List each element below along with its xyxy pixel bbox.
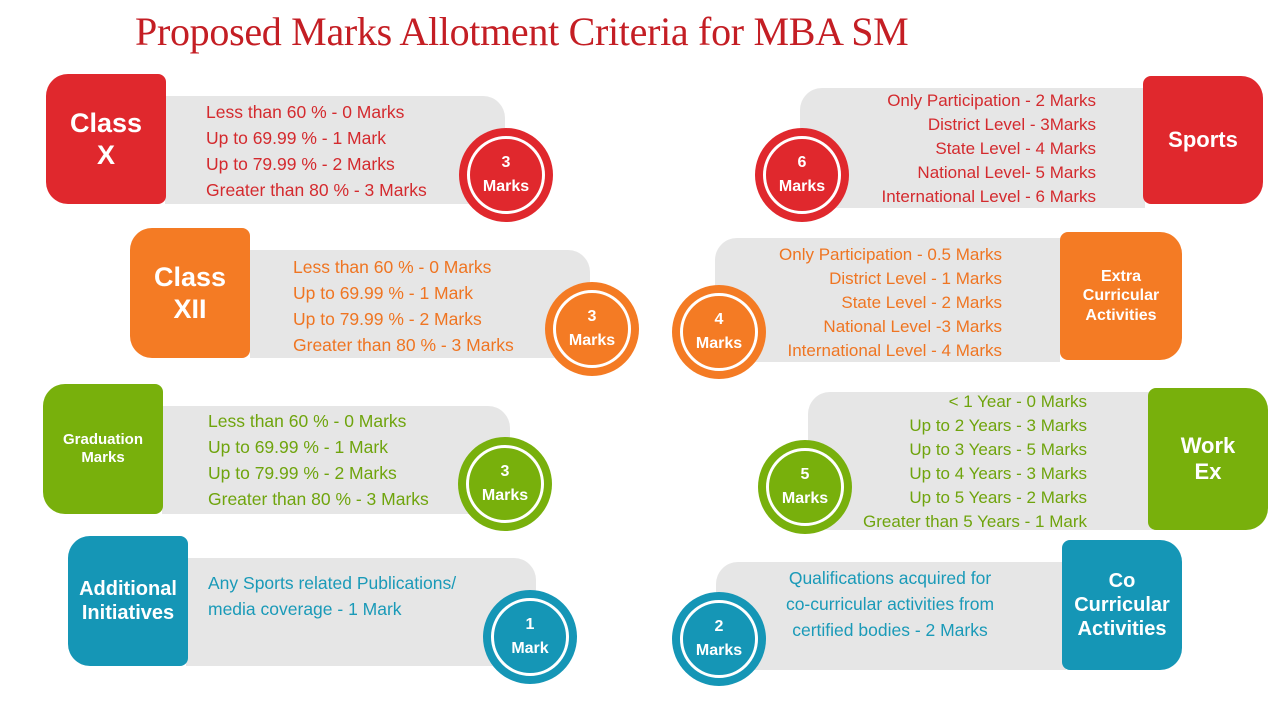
criteria-item: Greater than 80 % - 3 Marks [208, 489, 429, 509]
additional-label-line1: Additional [79, 578, 177, 600]
criteria-item: District Level - 3Marks [927, 115, 1096, 134]
criteria-item: Greater than 5 Years - 1 Mark [863, 512, 1087, 531]
badge-number: 6 [797, 154, 807, 171]
class-xii-criteria: Less than 60 % - 0 Marks Up to 69.99 % -… [293, 254, 514, 358]
co-curricular-criteria: Qualifications acquired for co-curricula… [755, 565, 1025, 643]
sports-tab: Sports [1143, 76, 1263, 204]
criteria-item: media coverage - 1 Mark [208, 599, 402, 619]
additional-initiatives-tab: Additional Initiatives [68, 536, 188, 666]
sports-criteria: Only Participation - 2 Marks District Le… [882, 89, 1097, 209]
criteria-item: Less than 60 % - 0 Marks [293, 257, 492, 277]
work-ex-tab: Work Ex [1148, 388, 1268, 530]
criteria-item: Qualifications acquired for [788, 568, 992, 588]
graduation-criteria: Less than 60 % - 0 Marks Up to 69.99 % -… [208, 408, 429, 512]
class-x-tab: Class X [46, 74, 166, 204]
badge-number: 3 [587, 308, 597, 325]
badge-unit: Marks [781, 490, 829, 507]
badge-number: 5 [800, 466, 810, 483]
class-xii-tab: Class XII [130, 228, 250, 358]
badge-unit: Marks [695, 642, 743, 659]
extra-label-line2: Curricular [1082, 287, 1160, 305]
co-label-line2: Curricular [1074, 594, 1170, 616]
criteria-item: State Level - 2 Marks [841, 293, 1002, 312]
badge-number: 2 [714, 618, 724, 635]
co-curricular-panel [716, 562, 1066, 670]
badge-unit: Marks [568, 332, 616, 349]
class-xii-marks-badge: 3 Marks [545, 282, 639, 376]
badge-number: 3 [501, 154, 511, 171]
extra-curricular-marks-badge: 4 Marks [672, 285, 766, 379]
criteria-item: Greater than 80 % - 3 Marks [293, 335, 514, 355]
additional-initiatives-criteria: Any Sports related Publications/ media c… [208, 570, 456, 622]
criteria-item: Greater than 80 % - 3 Marks [206, 180, 427, 200]
criteria-item: Up to 5 Years - 2 Marks [909, 488, 1087, 507]
criteria-item: Less than 60 % - 0 Marks [206, 102, 405, 122]
class-xii-panel [250, 250, 590, 358]
criteria-item: Up to 79.99 % - 2 Marks [206, 154, 395, 174]
co-curricular-marks-badge: 2 Marks [672, 592, 766, 686]
criteria-item: < 1 Year - 0 Marks [948, 392, 1087, 411]
additional-initiatives-marks-badge: 1 Mark [483, 590, 577, 684]
sports-marks-badge: 6 Marks [755, 128, 849, 222]
work-ex-marks-badge: 5 Marks [758, 440, 852, 534]
badge-number: 1 [525, 616, 535, 633]
work-ex-label-line1: Work [1180, 432, 1236, 458]
criteria-item: District Level - 1 Marks [829, 269, 1002, 288]
criteria-item: certified bodies - 2 Marks [792, 620, 988, 640]
class-x-label-line1: Class [69, 107, 143, 138]
graduation-panel [162, 406, 510, 514]
criteria-item: Less than 60 % - 0 Marks [208, 411, 407, 431]
criteria-item: National Level- 5 Marks [917, 163, 1096, 182]
criteria-item: Only Participation - 0.5 Marks [779, 245, 1002, 264]
additional-initiatives-panel [186, 558, 536, 666]
co-label-line3: Activities [1077, 618, 1167, 640]
graduation-label-line2: Marks [81, 449, 125, 466]
criteria-item: National Level -3 Marks [823, 317, 1002, 336]
graduation-label-line1: Graduation [62, 431, 143, 448]
badge-unit: Marks [695, 335, 743, 352]
graduation-marks-badge: 3 Marks [458, 437, 552, 531]
criteria-item: International Level - 4 Marks [787, 341, 1003, 360]
badge-unit: Marks [481, 487, 529, 504]
criteria-item: State Level - 4 Marks [935, 139, 1096, 158]
work-ex-criteria: < 1 Year - 0 Marks Up to 2 Years - 3 Mar… [863, 390, 1087, 534]
co-label-line1: Co [1108, 570, 1136, 592]
criteria-item: Up to 69.99 % - 1 Mark [206, 128, 386, 148]
criteria-item: Up to 79.99 % - 2 Marks [293, 309, 482, 329]
class-x-panel [165, 96, 505, 204]
badge-number: 3 [500, 463, 510, 480]
criteria-item: Up to 2 Years - 3 Marks [909, 416, 1087, 435]
work-ex-label-line2: Ex [1194, 459, 1222, 484]
badge-number: 4 [714, 311, 724, 328]
graduation-tab: Graduation Marks [43, 384, 163, 514]
badge-unit: Marks [482, 178, 530, 195]
co-curricular-tab: Co Curricular Activities [1062, 540, 1182, 670]
criteria-item: Up to 69.99 % - 1 Mark [293, 283, 473, 303]
criteria-item: Up to 4 Years - 3 Marks [909, 464, 1087, 483]
extra-label-line1: Extra [1100, 268, 1142, 286]
badge-unit: Mark [511, 640, 549, 657]
criteria-item: International Level - 6 Marks [881, 187, 1097, 206]
class-xii-label-line2: XII [173, 294, 207, 324]
class-x-marks-badge: 3 Marks [459, 128, 553, 222]
extra-curricular-panel [715, 238, 1060, 362]
class-x-label-line2: X [96, 140, 115, 170]
extra-label-line3: Activities [1085, 306, 1157, 324]
class-xii-label-line1: Class [153, 261, 227, 292]
criteria-item: Any Sports related Publications/ [208, 573, 457, 593]
criteria-item: Up to 79.99 % - 2 Marks [208, 463, 397, 483]
extra-curricular-criteria: Only Participation - 0.5 Marks District … [779, 243, 1002, 363]
sports-label: Sports [1168, 126, 1238, 152]
class-x-criteria: Less than 60 % - 0 Marks Up to 69.99 % -… [206, 99, 427, 203]
work-ex-panel [808, 392, 1153, 530]
additional-label-line2: Initiatives [81, 602, 175, 624]
sports-panel [800, 88, 1145, 208]
criteria-item: co-curricular activities from [785, 594, 995, 614]
criteria-item: Up to 3 Years - 5 Marks [909, 440, 1087, 459]
badge-unit: Marks [778, 178, 826, 195]
extra-curricular-tab: Extra Curricular Activities [1060, 232, 1182, 360]
criteria-item: Up to 69.99 % - 1 Mark [208, 437, 388, 457]
criteria-item: Only Participation - 2 Marks [887, 91, 1096, 110]
page-title: Proposed Marks Allotment Criteria for MB… [135, 9, 909, 54]
